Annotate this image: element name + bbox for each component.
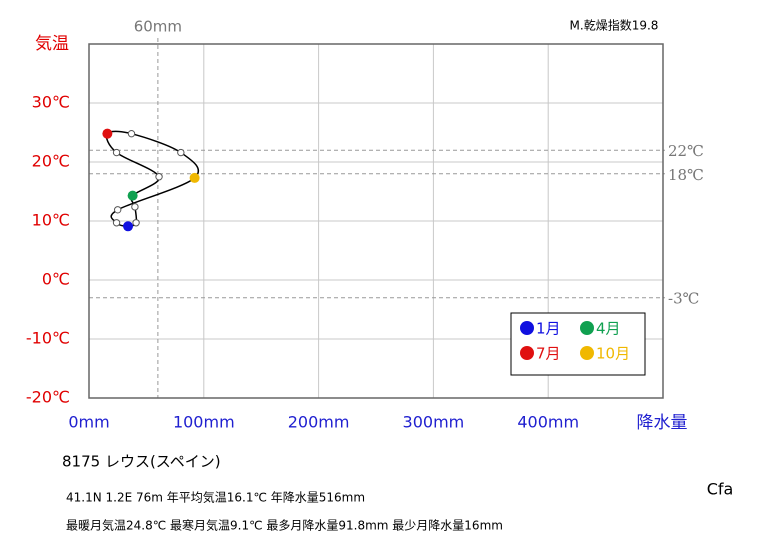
climate-class: Cfa bbox=[707, 480, 734, 499]
legend-label: 1月 bbox=[536, 320, 561, 338]
month-point bbox=[127, 190, 138, 201]
legend-box bbox=[510, 312, 646, 376]
month-point bbox=[114, 206, 122, 214]
legend-marker bbox=[520, 321, 534, 335]
x-tick-label: 0mm bbox=[68, 413, 109, 432]
reference-label: 60mm bbox=[134, 18, 182, 36]
reference-label: 18℃ bbox=[668, 166, 704, 184]
legend-label: 7月 bbox=[536, 345, 561, 363]
legend-label: 10月 bbox=[596, 345, 630, 363]
legend-label: 4月 bbox=[596, 320, 621, 338]
legend-marker bbox=[580, 346, 594, 360]
info-line: 41.1N 1.2E 76m 年平均気温16.1℃ 年降水量516mm bbox=[66, 490, 365, 505]
info-line: 最暖月気温24.8℃ 最寒月気温9.1℃ 最多月降水量91.8mm 最少月降水量… bbox=[66, 518, 503, 533]
legend-marker bbox=[520, 346, 534, 360]
station-name: 8175 レウス(スペイン) bbox=[62, 453, 221, 471]
month-point bbox=[127, 129, 136, 138]
plot-border bbox=[88, 43, 664, 399]
y-tick-label: 10℃ bbox=[32, 211, 70, 230]
x-axis-label: 降水量 bbox=[637, 413, 688, 433]
reference-label: -3℃ bbox=[668, 290, 699, 308]
x-tick-label: 400mm bbox=[517, 413, 579, 432]
month-point bbox=[123, 221, 134, 232]
y-tick-label: 20℃ bbox=[32, 152, 70, 171]
month-point bbox=[177, 148, 185, 157]
month-point bbox=[189, 172, 200, 183]
reference-label: 22℃ bbox=[668, 142, 704, 160]
y-tick-label: -10℃ bbox=[26, 329, 70, 348]
legend-marker bbox=[580, 321, 594, 335]
y-tick-label: 0℃ bbox=[42, 270, 70, 289]
x-tick-label: 100mm bbox=[173, 413, 235, 432]
month-point bbox=[155, 173, 163, 181]
chart-title: M.乾燥指数19.8 bbox=[570, 18, 659, 33]
month-point bbox=[112, 148, 121, 157]
month-point bbox=[131, 203, 139, 211]
month-point bbox=[112, 219, 121, 227]
x-tick-label: 200mm bbox=[288, 413, 350, 432]
y-axis-label: 気温 bbox=[35, 34, 69, 54]
month-point bbox=[132, 219, 140, 227]
month-point bbox=[102, 128, 113, 139]
y-tick-label: -20℃ bbox=[26, 388, 70, 407]
x-tick-label: 300mm bbox=[403, 413, 465, 432]
y-tick-label: 30℃ bbox=[32, 93, 70, 112]
